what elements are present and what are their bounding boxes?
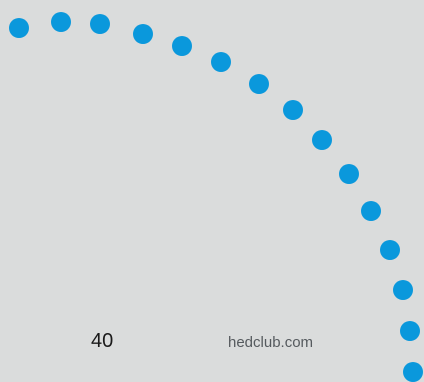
site-url: hedclub.com (228, 334, 314, 351)
arc-dot (283, 100, 303, 120)
arc-dot (133, 24, 153, 44)
arc-dot (400, 321, 420, 341)
arc-dot (403, 362, 423, 382)
arc-dot (312, 130, 332, 150)
arc-dot (172, 36, 192, 56)
arc-dot (393, 280, 413, 300)
arc-dot (249, 74, 269, 94)
arc-dot (380, 240, 400, 260)
page-number: 40 (91, 330, 114, 352)
arc-dot (339, 164, 359, 184)
arc-dot (9, 18, 29, 38)
arc-dot (51, 12, 71, 32)
arc-dot (211, 52, 231, 72)
arc-dot (90, 14, 110, 34)
arc-dot (361, 201, 381, 221)
